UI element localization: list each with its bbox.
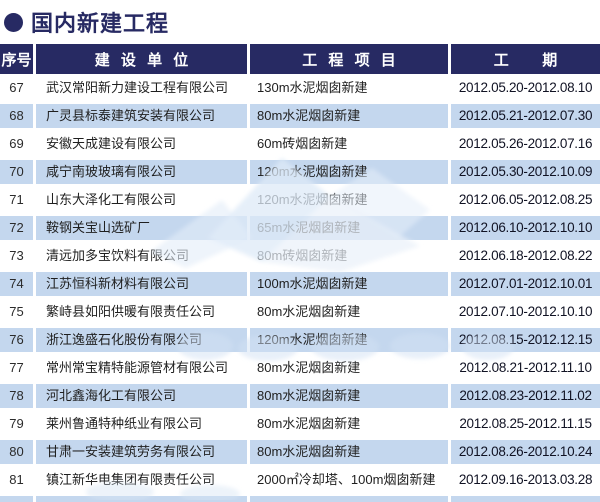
row-company-cell: 甘肃一安装建筑劳务有限公司 [36,440,247,464]
table-row: 72 鞍钢关宝山选矿厂 65m水泥烟囱新建 2012.06.10-2012.10… [0,214,600,242]
table-row: 79 莱州鲁通特种纸业有限公司 80m水泥烟囱新建 2012.08.25-201… [0,410,600,438]
row-period-cell: 2012.07.10-2012.10.10 [458,304,593,319]
row-period-cell: 2012.09.16-2013.03.28 [458,472,593,487]
row-company-cell: 莱州鲁通特种纸业有限公司 [46,416,203,431]
row-project-cell: 65m水泥烟囱新建 [250,216,448,240]
row-number-cell: 67 [9,80,24,95]
row-project-cell: 60m砖烟囱新建 [257,136,348,151]
row-company-cell: 浙江逸盛石化股份有限公司 [36,328,247,352]
table-row: 71 山东大泽化工有限公司 120m水泥烟囱新建 2012.06.05-2012… [0,186,600,214]
table-row: 76 浙江逸盛石化股份有限公司 120m水泥烟囱新建 2012.08.15-20… [0,326,600,354]
row-company-cell: 常州常宝精特能源管材有限公司 [46,360,229,375]
table-body: 67 武汉常阳新力建设工程有限公司 130m水泥烟囱新建 2012.05.20-… [0,74,600,502]
row-project-cell: 80m水泥烟囱新建 [257,304,361,319]
table-row: 81 镇江新华电集团有限责任公司 2000㎡冷却塔、100m烟囱新建 2012.… [0,466,600,494]
row-number-cell: 70 [0,160,33,184]
row-period-cell: 2012.06.18-2012.08.22 [458,248,593,263]
row-number-cell: 72 [0,216,33,240]
table-row: 70 咸宁南玻玻璃有限公司 120m水泥烟囱新建 2012.05.30-2012… [0,158,600,186]
table-row: 78 河北鑫海化工有限公司 80m水泥烟囱新建 2012.08.23-2012.… [0,382,600,410]
row-period-cell: 2012.08.25-2012.11.15 [459,416,592,431]
row-project-cell: 100m水泥烟囱新建 [250,272,448,296]
column-header-no: 序号 [0,44,33,74]
row-period-cell: 2012.05.30-2012.10.09 [451,160,600,184]
table-row: 68 广灵县标泰建筑安装有限公司 80m水泥烟囱新建 2012.05.21-20… [0,102,600,130]
row-project-cell: 80m水泥烟囱新建 [257,416,361,431]
page-title: 国内新建工程 [31,11,170,36]
row-company-cell: 广灵县标泰建筑安装有限公司 [36,104,247,128]
row-period-cell: 2012.06.05-2012.08.25 [458,192,593,207]
row-company-cell: 鞍钢关宝山选矿厂 [36,216,247,240]
row-company-cell: 山东大泽化工有限公司 [46,192,177,207]
row-number-cell: 80 [0,440,33,464]
row-number-cell: 75 [9,304,24,319]
row-period-cell: 2012.05.26-2012.07.16 [458,136,593,151]
table-row: 74 江苏恒科新材料有限公司 100m水泥烟囱新建 2012.07.01-201… [0,270,600,298]
row-company-cell: 江苏恒科新材料有限公司 [36,272,247,296]
row-number-cell: 79 [9,416,24,431]
row-project-cell: 80m水泥烟囱新建 [250,104,448,128]
row-company-cell: 河北鑫海化工有限公司 [36,384,247,408]
row-project-cell: 130m水泥烟囱新建 [257,80,368,95]
row-project-cell: 80m水泥烟囱新建 [250,384,448,408]
row-period-cell: 2012.05.20-2012.08.10 [458,80,593,95]
row-company-cell: 镇江新华电集团有限责任公司 [46,472,216,487]
row-project-cell: 80m砖烟囱新建 [257,248,348,263]
row-number-cell: 77 [9,360,24,375]
partial-next-row [0,496,600,502]
row-period-cell: 2012.08.23-2012.11.02 [451,384,600,408]
row-project-cell: 120m水泥烟囱新建 [257,192,368,207]
column-header-company: 建 设 单 位 [36,44,247,74]
section-title-bar: 国内新建工程 [4,6,169,38]
row-period-cell: 2012.07.01-2012.10.01 [451,272,600,296]
table-row: 73 清远加多宝饮料有限公司 80m砖烟囱新建 2012.06.18-2012.… [0,242,600,270]
table-header: 序号 建 设 单 位 工 程 项 目 工 期 [0,44,600,74]
row-project-cell: 2000㎡冷却塔、100m烟囱新建 [257,472,436,487]
row-period-cell: 2012.06.10-2012.10.10 [451,216,600,240]
row-project-cell: 80m水泥烟囱新建 [257,360,361,375]
row-number-cell: 74 [0,272,33,296]
row-period-cell: 2012.08.26-2012.10.24 [451,440,600,464]
row-period-cell: 2012.05.21-2012.07.30 [451,104,600,128]
table-row: 69 安徽天成建设有限公司 60m砖烟囱新建 2012.05.26-2012.0… [0,130,600,158]
row-period-cell: 2012.08.15-2012.12.15 [451,328,600,352]
table-row: 67 武汉常阳新力建设工程有限公司 130m水泥烟囱新建 2012.05.20-… [0,74,600,102]
row-number-cell: 71 [9,192,24,207]
row-number-cell: 78 [0,384,33,408]
row-number-cell: 73 [9,248,24,263]
row-company-cell: 安徽天成建设有限公司 [46,136,177,151]
row-period-cell: 2012.08.21-2012.11.10 [459,360,592,375]
row-project-cell: 80m水泥烟囱新建 [250,440,448,464]
row-number-cell: 69 [9,136,24,151]
row-company-cell: 咸宁南玻玻璃有限公司 [36,160,247,184]
row-number-cell: 68 [0,104,33,128]
column-header-project: 工 程 项 目 [250,44,448,74]
table-row: 77 常州常宝精特能源管材有限公司 80m水泥烟囱新建 2012.08.21-2… [0,354,600,382]
bullet-icon [4,12,23,32]
row-company-cell: 武汉常阳新力建设工程有限公司 [46,80,229,95]
row-company-cell: 繁峙县如阳供暖有限责任公司 [46,304,216,319]
row-number-cell: 76 [0,328,33,352]
row-project-cell: 120m水泥烟囱新建 [250,160,448,184]
row-company-cell: 清远加多宝饮料有限公司 [46,248,190,263]
row-project-cell: 120m水泥烟囱新建 [250,328,448,352]
row-number-cell: 81 [9,472,24,487]
table-row: 80 甘肃一安装建筑劳务有限公司 80m水泥烟囱新建 2012.08.26-20… [0,438,600,466]
column-header-period: 工 期 [451,44,600,74]
table-row: 75 繁峙县如阳供暖有限责任公司 80m水泥烟囱新建 2012.07.10-20… [0,298,600,326]
